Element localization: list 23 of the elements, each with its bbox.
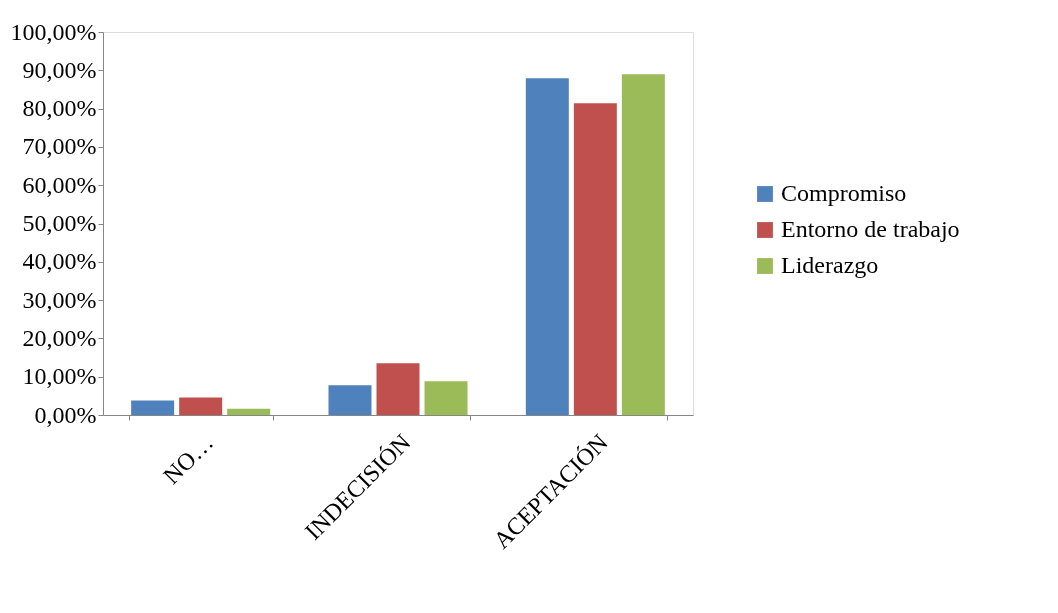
legend-label: Entorno de trabajo <box>781 216 960 242</box>
bar <box>328 385 372 415</box>
y-tick-label: 20,00% <box>22 324 97 351</box>
y-tick-label: 60,00% <box>22 171 97 198</box>
y-tick-label: 90,00% <box>22 56 97 83</box>
bar <box>573 103 617 415</box>
bar <box>376 363 420 415</box>
y-tick-label: 100,00% <box>10 18 97 45</box>
y-tick-label: 30,00% <box>22 286 97 313</box>
bar <box>227 408 271 415</box>
bar <box>424 381 468 415</box>
y-tick-label: 70,00% <box>22 133 97 160</box>
y-tick-label: 50,00% <box>22 210 97 236</box>
legend-label: Compromiso <box>781 180 907 206</box>
bar <box>621 74 665 415</box>
y-tick-label: 10,00% <box>22 363 97 390</box>
bar <box>525 78 569 415</box>
y-tick-label: 0,00% <box>34 401 97 428</box>
bar <box>131 400 175 415</box>
y-tick-label: 80,00% <box>22 95 97 122</box>
bar <box>179 397 223 415</box>
legend-label: Liderazgo <box>781 252 879 278</box>
y-tick-label: 40,00% <box>22 248 97 275</box>
